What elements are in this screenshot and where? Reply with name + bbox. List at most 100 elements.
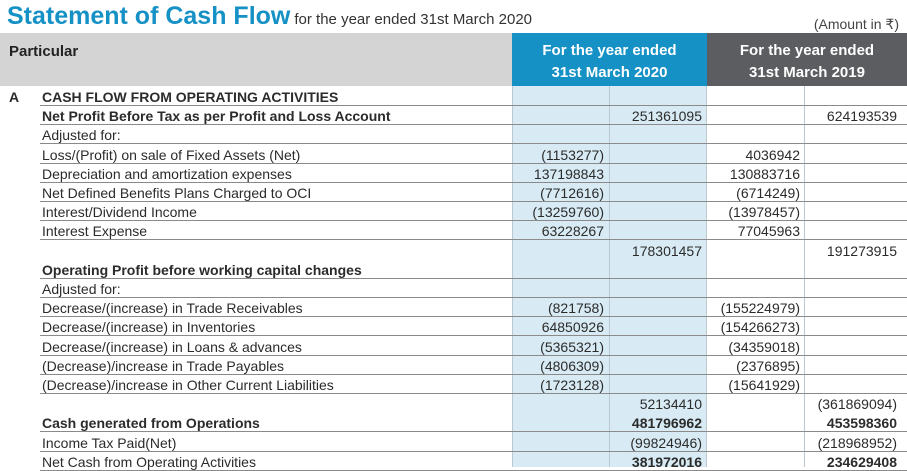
table-row: Net Defined Benefits Plans Charged to OC… <box>0 183 907 202</box>
table-row: Decrease/(increase) in Trade Receivables… <box>0 298 907 318</box>
row-divider <box>40 220 907 222</box>
page-title: Statement of Cash Flow <box>7 2 291 30</box>
cell-current-detail: 137198843 <box>533 165 604 182</box>
table-row: 52134410 (361869094) <box>0 394 907 413</box>
table-row: Cash generated from Operations 481796962 4… <box>0 413 907 433</box>
row-label: Net Cash from Operating Activities <box>42 453 256 470</box>
row-divider <box>40 181 907 183</box>
table-row: Depreciation and amortization expenses 13… <box>0 164 907 183</box>
cell-current-detail: (13259760) <box>532 204 604 221</box>
row-label: Income Tax Paid(Net) <box>42 434 177 451</box>
statement-title: Statement of Cash Flow for the year ended… <box>7 2 532 32</box>
table-row: (Decrease)/increase in Other Current Lia… <box>0 375 907 394</box>
row-divider <box>40 335 907 337</box>
header-current-line2: 31st March 2020 <box>551 64 668 81</box>
header-previous-line2: 31st March 2019 <box>749 64 865 81</box>
cell-current-detail: (821758) <box>547 300 604 317</box>
table-row: Adjusted for: <box>0 125 907 145</box>
cell-current-detail: (7712616) <box>540 185 604 201</box>
row-divider <box>40 277 907 279</box>
table-row: Decrease/(increase) in Inventories 648509… <box>0 317 907 337</box>
cell-previous-detail: (6714249) <box>736 185 800 201</box>
header-previous-year: For the year ended 31st March 2019 <box>707 33 907 86</box>
row-label: CASH FLOW FROM OPERATING ACTIVITIES <box>42 89 339 105</box>
column-divider <box>706 86 707 467</box>
table-row: Loss/(Profit) on sale of Fixed Assets (N… <box>0 145 907 164</box>
amount-note: (Amount in ₹) <box>813 16 899 32</box>
table-row: 178301457 191273915 <box>0 241 907 260</box>
row-label: (Decrease)/increase in Trade Payables <box>42 357 285 374</box>
cell-previous-detail: (34359018) <box>728 338 800 355</box>
cell-previous-total: 234629408 <box>826 453 897 470</box>
cell-previous-total: (361869094) <box>817 396 897 413</box>
cell-previous-total: 191273915 <box>826 242 897 259</box>
table-row: A CASH FLOW FROM OPERATING ACTIVITIES <box>0 87 907 106</box>
row-divider <box>40 239 907 241</box>
column-divider <box>609 86 610 467</box>
table-row: Adjusted for: <box>0 279 907 298</box>
table-row: Interest Expense 63228267 77045963 <box>0 221 907 241</box>
cell-current-detail: 63228267 <box>541 223 604 240</box>
row-label: Cash generated from Operations <box>42 415 260 432</box>
row-divider <box>40 393 907 394</box>
row-label: Operating Profit before working capital … <box>42 261 362 278</box>
cell-previous-detail: (15641929) <box>728 377 800 393</box>
header-current-year: For the year ended 31st March 2020 <box>512 33 707 86</box>
row-label: Decrease/(increase) in Loans & advances <box>42 338 302 355</box>
header-particular: Particular <box>0 33 512 86</box>
row-divider <box>40 450 907 452</box>
row-label: Interest Expense <box>42 223 148 240</box>
cell-previous-total: 453598360 <box>826 415 897 432</box>
row-label: Loss/(Profit) on sale of Fixed Assets (N… <box>42 146 301 163</box>
table-row: Decrease/(increase) in Loans & advances (… <box>0 337 907 356</box>
cell-previous-detail: 77045963 <box>737 223 800 240</box>
cell-previous-detail: (13978457) <box>728 204 800 221</box>
row-divider <box>40 124 907 126</box>
row-label: Adjusted for: <box>42 127 121 144</box>
cell-current-total: (99824946) <box>630 434 702 451</box>
header-particular-label: Particular <box>9 43 79 60</box>
cell-previous-detail: (2376895) <box>736 357 800 374</box>
row-label: (Decrease)/increase in Other Current Lia… <box>42 377 334 393</box>
table-row: Net Cash from Operating Activities 381972… <box>0 452 907 471</box>
row-divider <box>40 431 907 433</box>
row-divider <box>40 373 907 375</box>
table-row: (Decrease)/increase in Trade Payables (48… <box>0 356 907 375</box>
row-divider <box>40 201 907 202</box>
row-label: Net Defined Benefits Plans Charged to OC… <box>42 185 312 201</box>
cell-previous-detail: (154266273) <box>720 319 800 336</box>
table-row: Interest/Dividend Income (13259760) (13978… <box>0 202 907 222</box>
cell-current-detail: (1723128) <box>540 377 604 393</box>
cell-previous-total: (218968952) <box>817 434 897 451</box>
cell-previous-detail: 130883716 <box>729 165 800 182</box>
section-letter: A <box>9 89 20 105</box>
cell-current-total: 52134410 <box>639 396 702 413</box>
table-row: Income Tax Paid(Net) (99824946) (218968952… <box>0 433 907 452</box>
row-label: Net Profit Before Tax as per Profit and … <box>42 108 391 125</box>
table-row: Net Profit Before Tax as per Profit and … <box>0 106 907 126</box>
column-divider <box>804 86 805 467</box>
row-divider <box>40 143 907 145</box>
cell-current-total: 381972016 <box>631 453 702 470</box>
table-row: Operating Profit before working capital … <box>0 260 907 279</box>
cell-previous-detail: (155224979) <box>720 300 800 317</box>
row-label: Adjusted for: <box>42 281 121 297</box>
row-label: Depreciation and amortization expenses <box>42 165 292 182</box>
cell-current-detail: (1153277) <box>541 146 604 163</box>
header-previous-line1: For the year ended <box>739 42 875 59</box>
row-divider <box>40 316 907 318</box>
row-label: Decrease/(increase) in Trade Receivables <box>42 300 303 317</box>
cell-previous-total: 624193539 <box>826 108 897 125</box>
row-divider <box>40 162 907 164</box>
cell-current-detail: (4806309) <box>540 357 604 374</box>
row-divider <box>40 297 907 298</box>
row-divider <box>40 105 907 106</box>
cell-current-total: 178301457 <box>631 242 702 259</box>
header-current-line1: For the year ended <box>542 42 677 59</box>
page-subtitle: for the year ended 31st March 2020 <box>294 11 533 28</box>
cell-previous-detail: 4036942 <box>745 146 800 163</box>
cell-current-total: 251361095 <box>631 108 702 125</box>
cell-current-total: 481796962 <box>631 415 702 432</box>
row-divider <box>40 354 907 356</box>
cell-current-detail: (5365321) <box>540 338 604 355</box>
